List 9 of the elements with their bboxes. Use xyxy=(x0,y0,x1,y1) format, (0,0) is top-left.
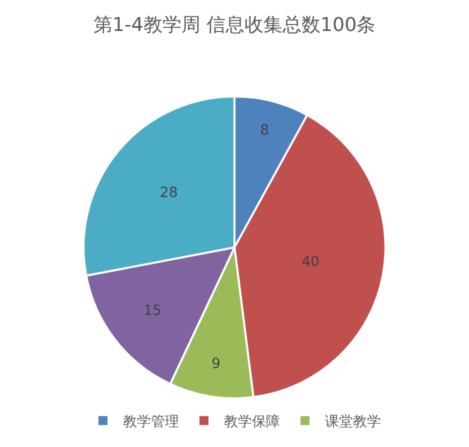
data-label: 28 xyxy=(160,185,178,202)
chart-title: 第1-4教学周 信息收集总数100条 xyxy=(93,14,376,36)
data-label: 40 xyxy=(302,254,320,270)
data-label: 15 xyxy=(144,302,162,319)
data-label: 8 xyxy=(260,122,270,138)
legend-label: 教学保障 xyxy=(224,414,280,430)
legend-label: 课堂教学 xyxy=(325,414,381,430)
data-label: 9 xyxy=(212,356,220,372)
legend-label: 教学管理 xyxy=(123,414,179,430)
